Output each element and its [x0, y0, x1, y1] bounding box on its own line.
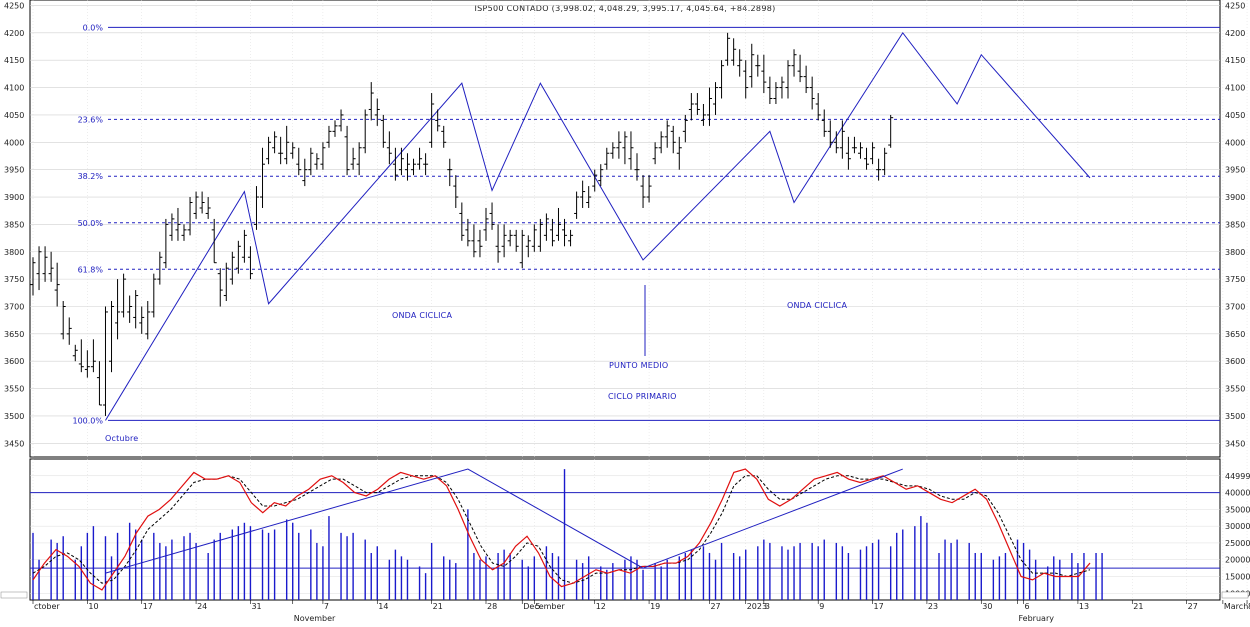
y-tick-right: 3550: [1225, 385, 1245, 394]
ind-y-tick: 44999: [1225, 472, 1250, 481]
y-tick-left: 3700: [4, 302, 24, 311]
y-tick-left: 3450: [4, 439, 24, 448]
ind-y-tick: 15000: [1225, 573, 1250, 582]
y-tick-left: 4000: [4, 138, 24, 147]
y-tick-right: 3850: [1225, 220, 1245, 229]
x-tick-label: 17: [143, 602, 153, 611]
annotations: ONDA CICLICA ONDA CICLICA PUNTO MEDIO CI…: [105, 285, 847, 443]
ind-y-tick: 40000: [1225, 489, 1250, 498]
x-tick-label: 27: [710, 602, 720, 611]
y-tick-right: 3650: [1225, 330, 1245, 339]
y-tick-right: 3450: [1225, 439, 1245, 448]
ind-y-tick: 35000: [1225, 505, 1250, 514]
ind-trend-line: [105, 468, 903, 574]
fib-level-label: 100.0%: [72, 416, 103, 425]
x-tick-label: 28: [487, 602, 497, 611]
y-tick-left: 4250: [4, 1, 24, 10]
ind-y-tick: 30000: [1225, 522, 1250, 531]
annotation-onda-ciclica-2: ONDA CICLICA: [787, 301, 847, 310]
x-tick-label: 27: [1188, 602, 1198, 611]
y-tick-right: 3700: [1225, 302, 1245, 311]
x-tick-label: 17: [874, 602, 884, 611]
y-tick-right: 3900: [1225, 193, 1245, 202]
x-tick-label: 24: [197, 602, 207, 611]
y-tick-left: 3550: [4, 385, 24, 394]
x-tick-label: 2023: [747, 602, 767, 611]
ind-y-tick: 20000: [1225, 556, 1250, 565]
annotation-punto-medio: PUNTO MEDIO: [609, 361, 668, 370]
y-tick-left: 3950: [4, 166, 24, 175]
price-bars: [30, 32, 894, 416]
x-tick-label: 12: [596, 602, 606, 611]
y-tick-right: 4200: [1225, 29, 1245, 38]
trend-lines: [105, 31, 1091, 421]
x-tick-label: 19: [650, 602, 660, 611]
fib-level-label: 23.6%: [78, 115, 104, 124]
y-tick-left: 4050: [4, 111, 24, 120]
y-tick-left: 3600: [4, 357, 24, 366]
x-tick-label: 9: [819, 602, 824, 611]
fib-level-label: 0.0%: [83, 23, 104, 32]
x-tick-label: November: [294, 614, 336, 623]
y-tick-right: 3950: [1225, 166, 1245, 175]
y-tick-left: 3800: [4, 248, 24, 257]
y-tick-right: 4000: [1225, 138, 1245, 147]
fib-level-label: 50.0%: [78, 219, 104, 228]
x-tick-label: December: [523, 602, 565, 611]
annotation-octubre: Octubre: [105, 434, 138, 443]
x-tick-label: 7: [324, 602, 329, 611]
x-tick-label: February: [1019, 614, 1055, 623]
y-tick-right: 3800: [1225, 248, 1245, 257]
x-tick-label: 6: [1025, 602, 1030, 611]
y-axis-labels: 4250 4250 4200 4200 4150 4150 4100 4100 4050 4050…: [4, 1, 1250, 598]
y-tick-left: 4100: [4, 84, 24, 93]
y-tick-right: 3500: [1225, 412, 1245, 421]
y-tick-right: 4050: [1225, 111, 1245, 120]
x-tick-label: 10: [88, 602, 98, 611]
volume-bars: [32, 469, 1103, 600]
indicator-scale-box: [0, 591, 28, 599]
y-tick-left: 3850: [4, 220, 24, 229]
y-tick-right: 3600: [1225, 357, 1245, 366]
x-tick-label: 5: [535, 602, 540, 611]
y-tick-left: 3500: [4, 412, 24, 421]
y-tick-left: 4200: [4, 29, 24, 38]
oscillator-line: [32, 468, 1091, 591]
x-tick-label: 30: [982, 602, 992, 611]
y-tick-right: 4150: [1225, 56, 1245, 65]
y-tick-left: 3750: [4, 275, 24, 284]
x-tick-label: 3: [765, 602, 770, 611]
x-tick-label: 21: [1133, 602, 1143, 611]
x-tick-label: 31: [251, 602, 261, 611]
y-tick-left: 4150: [4, 56, 24, 65]
chart-title: ISP500 CONTADO (3,998.02, 4,048.29, 3,99…: [474, 4, 775, 13]
annotation-onda-ciclica-1: ONDA CICLICA: [392, 311, 452, 320]
x-tick-label: 23: [928, 602, 938, 611]
y-tick-left: 3650: [4, 330, 24, 339]
y-tick-left: 3900: [4, 193, 24, 202]
annotation-ciclo-primario: CICLO PRIMARIO: [608, 392, 677, 401]
indicator-lines: [32, 468, 1091, 591]
y-tick-right: 3750: [1225, 275, 1245, 284]
x-tick-label: March: [1224, 602, 1248, 611]
fib-level-label: 38.2%: [78, 172, 104, 181]
x-tick-label: 21: [433, 602, 443, 611]
x-tick-label: 13: [1079, 602, 1089, 611]
y-tick-right: 4250: [1225, 1, 1245, 10]
y-tick-right: 4100: [1225, 84, 1245, 93]
indicator-scale-box-right: [1221, 591, 1249, 599]
wave-trend-line: [105, 31, 1091, 421]
x-tick-label: 8: [1248, 602, 1250, 611]
x-tick-label: ctober: [34, 602, 60, 611]
ind-y-tick: 25000: [1225, 539, 1250, 548]
fibonacci-levels: 0.0% 23.6% 38.2% 50.0% 61.8% 100.0%: [72, 23, 1220, 425]
x-tick-label: 14: [378, 602, 388, 611]
fib-level-label: 61.8%: [78, 265, 104, 274]
